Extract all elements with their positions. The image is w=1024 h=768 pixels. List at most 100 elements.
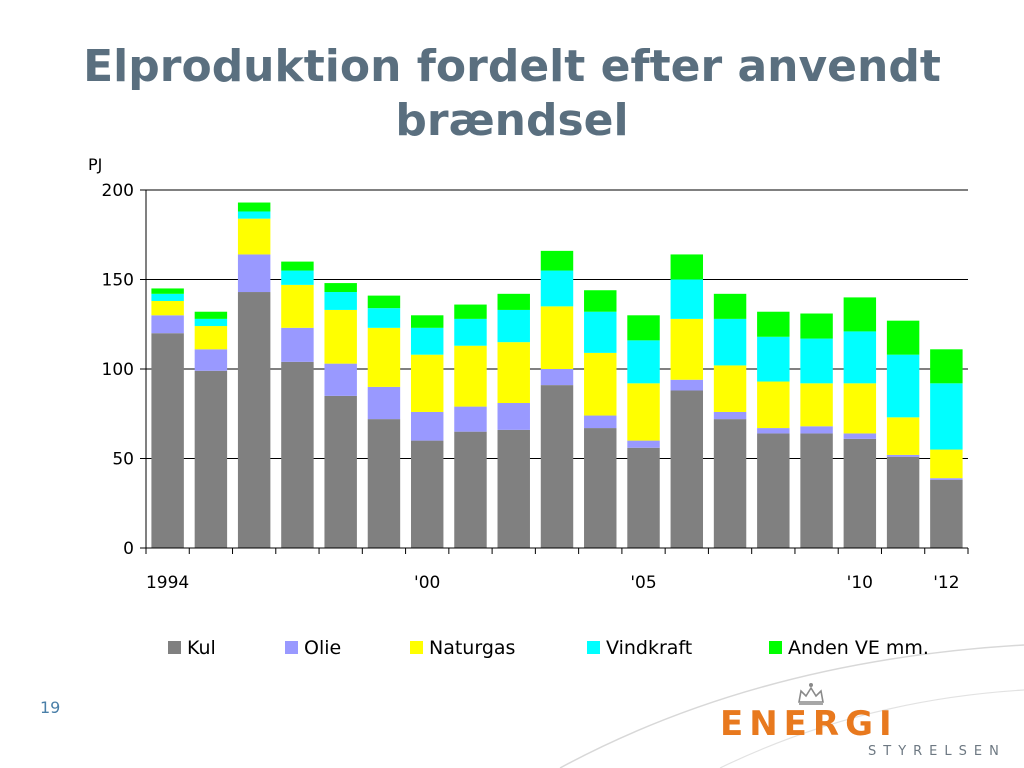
y-tick-label: 50 bbox=[112, 450, 134, 470]
bar-olie-2005 bbox=[627, 440, 660, 448]
bar-vindkraft-2010 bbox=[843, 331, 877, 384]
bar-olie-1998 bbox=[324, 363, 357, 396]
bar-vindkraft-2011 bbox=[886, 354, 920, 418]
bar-kul-2004 bbox=[584, 428, 617, 548]
bar-kul-2000 bbox=[410, 440, 444, 548]
bar-kul-1994 bbox=[151, 333, 184, 548]
y-ticks-layer: 0 50 100 150 200 bbox=[102, 181, 146, 559]
energistyrelsen-logo: ENERGI STYRELSEN bbox=[720, 682, 999, 762]
bar-anden-ve-mm-2010 bbox=[843, 297, 877, 332]
bar-vindkraft-1996 bbox=[237, 211, 271, 219]
bar-naturgas-2002 bbox=[497, 342, 530, 404]
x-ticks-layer: 1994 '00 '05 '10 '12 bbox=[145, 548, 969, 593]
bar-anden-ve-mm-2001 bbox=[454, 304, 487, 319]
bar-naturgas-1995 bbox=[194, 326, 228, 350]
bar-kul-2009 bbox=[800, 433, 833, 548]
legend: Kul Olie Naturgas Vindkraft Anden VE mm. bbox=[168, 637, 929, 659]
bar-anden-ve-mm-2005 bbox=[627, 315, 660, 341]
bar-olie-2001 bbox=[454, 406, 487, 432]
bar-kul-1996 bbox=[237, 292, 271, 548]
y-tick-label: 200 bbox=[102, 181, 134, 201]
bar-vindkraft-1997 bbox=[281, 270, 314, 285]
bar-olie-1994 bbox=[151, 315, 184, 334]
y-tick-label: 150 bbox=[102, 271, 134, 291]
y-tick-label: 100 bbox=[102, 360, 134, 380]
bar-kul-2008 bbox=[757, 433, 790, 548]
y-axis-unit: PJ bbox=[88, 155, 102, 174]
bar-naturgas-1996 bbox=[237, 218, 271, 255]
bar-vindkraft-1994 bbox=[151, 293, 184, 301]
bar-vindkraft-2004 bbox=[584, 311, 617, 353]
bar-naturgas-1997 bbox=[281, 284, 314, 328]
bar-olie-2003 bbox=[540, 369, 574, 386]
bar-olie-2006 bbox=[670, 379, 704, 391]
bar-naturgas-1999 bbox=[367, 327, 401, 387]
bar-vindkraft-1995 bbox=[194, 318, 228, 327]
bar-vindkraft-2009 bbox=[800, 338, 833, 384]
x-tick-label: '00 bbox=[414, 573, 440, 593]
bar-vindkraft-2012 bbox=[930, 383, 963, 450]
bar-anden-ve-mm-1996 bbox=[237, 202, 271, 212]
y-tick-label: 0 bbox=[123, 539, 134, 559]
bar-olie-2012 bbox=[930, 478, 963, 480]
bar-olie-1996 bbox=[237, 254, 271, 293]
bar-olie-2007 bbox=[713, 411, 747, 420]
bar-vindkraft-1998 bbox=[324, 292, 357, 310]
legend-label: Kul bbox=[187, 637, 216, 659]
bar-naturgas-1998 bbox=[324, 309, 357, 364]
bar-kul-2006 bbox=[670, 390, 704, 548]
bar-vindkraft-2007 bbox=[713, 318, 747, 366]
bar-vindkraft-2005 bbox=[627, 340, 660, 384]
bar-olie-2008 bbox=[757, 428, 790, 434]
bar-vindkraft-2000 bbox=[410, 327, 444, 355]
bar-anden-ve-mm-1998 bbox=[324, 283, 357, 293]
bar-vindkraft-2002 bbox=[497, 309, 530, 343]
bar-naturgas-2006 bbox=[670, 318, 704, 380]
bars-layer bbox=[151, 202, 963, 548]
crown-icon bbox=[798, 683, 824, 705]
bar-naturgas-2008 bbox=[757, 381, 790, 429]
slide-title-line-2: brændsel bbox=[395, 95, 629, 146]
bar-naturgas-2001 bbox=[454, 345, 487, 407]
bar-anden-ve-mm-1997 bbox=[281, 261, 314, 271]
bar-olie-2009 bbox=[800, 426, 833, 434]
x-tick-label: '05 bbox=[630, 573, 656, 593]
bar-kul-1998 bbox=[324, 395, 357, 548]
bar-naturgas-2005 bbox=[627, 383, 660, 441]
bar-anden-ve-mm-1995 bbox=[194, 311, 228, 319]
bar-anden-ve-mm-2002 bbox=[497, 293, 530, 310]
legend-swatch bbox=[168, 641, 181, 654]
bar-olie-1997 bbox=[281, 327, 314, 362]
bar-olie-2002 bbox=[497, 403, 530, 430]
legend-label: Olie bbox=[304, 637, 341, 659]
bar-naturgas-2009 bbox=[800, 383, 833, 427]
x-tick-label: '12 bbox=[933, 573, 959, 593]
x-tick-label: '10 bbox=[847, 573, 873, 593]
bar-kul-2007 bbox=[713, 419, 747, 548]
bar-anden-ve-mm-2008 bbox=[757, 311, 790, 337]
legend-swatch bbox=[410, 641, 423, 654]
bar-vindkraft-1999 bbox=[367, 308, 401, 328]
legend-swatch bbox=[769, 641, 782, 654]
bar-olie-1995 bbox=[194, 349, 228, 371]
bar-olie-2011 bbox=[886, 454, 920, 457]
bar-kul-2003 bbox=[540, 385, 574, 548]
bar-naturgas-2010 bbox=[843, 383, 877, 434]
decor-swoosh-line bbox=[559, 644, 1024, 768]
bar-kul-2012 bbox=[930, 479, 963, 548]
legend-label: Naturgas bbox=[429, 637, 515, 659]
bar-anden-ve-mm-1999 bbox=[367, 295, 401, 309]
decor-swoosh-line bbox=[719, 689, 1024, 768]
bar-olie-2010 bbox=[843, 433, 877, 439]
axes-layer bbox=[145, 190, 968, 549]
bar-vindkraft-2001 bbox=[454, 318, 487, 346]
slide-title: Elproduktion fordelt efter anvendt brænd… bbox=[0, 40, 1024, 148]
bar-kul-2001 bbox=[454, 431, 487, 548]
bar-kul-2002 bbox=[497, 429, 530, 548]
bar-kul-2005 bbox=[627, 447, 660, 548]
bar-naturgas-2011 bbox=[886, 417, 920, 455]
logo-word: ENERGI bbox=[720, 704, 898, 744]
bar-naturgas-2007 bbox=[713, 365, 747, 412]
slide-number: 19 bbox=[40, 698, 61, 717]
